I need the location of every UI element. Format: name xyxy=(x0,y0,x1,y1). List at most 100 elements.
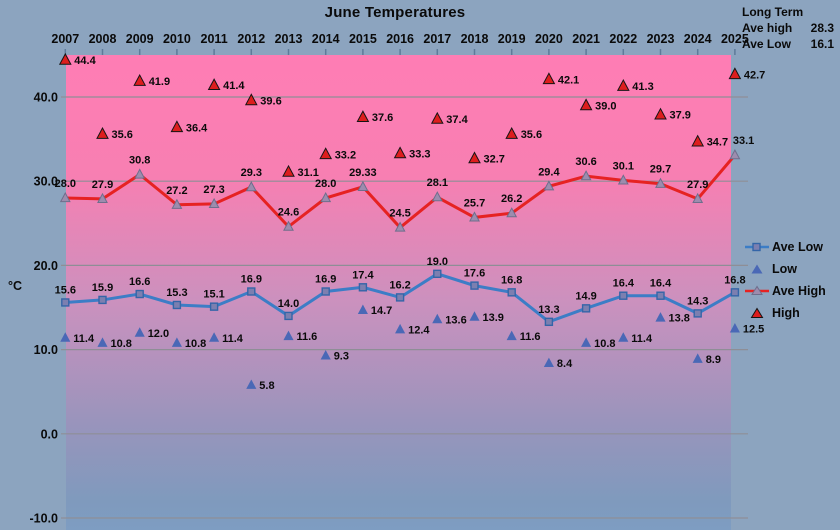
ave-low-legend-icon xyxy=(745,242,769,252)
ave-low-label: 14.9 xyxy=(575,290,596,302)
ave-high-label: 30.8 xyxy=(129,154,150,166)
ave-low-point xyxy=(172,300,182,310)
ave-high-label: 27.3 xyxy=(203,184,224,196)
high-label: 36.4 xyxy=(186,122,208,134)
ave-high-label: 28.0 xyxy=(315,178,336,190)
y-axis-unit: °C xyxy=(8,279,23,293)
high-label: 44.4 xyxy=(74,55,96,67)
long-term-ave-high: Ave high 28.3 xyxy=(742,21,834,35)
ave-low-point xyxy=(470,281,479,290)
high-label: 41.9 xyxy=(149,76,170,88)
ave-high-label: 30.1 xyxy=(613,160,634,172)
ave-high-label: 24.5 xyxy=(389,208,410,220)
x-axis-year-label: 2024 xyxy=(684,32,712,46)
ave-high-point xyxy=(208,197,220,209)
ave-low-point xyxy=(358,283,368,292)
ave-low-label: 16.8 xyxy=(724,274,745,286)
ave-low-label: 15.6 xyxy=(55,284,76,296)
ave-low-label: 14.3 xyxy=(687,295,708,307)
high-point xyxy=(728,67,742,80)
x-axis-year-label: 2020 xyxy=(535,32,563,46)
ave-low-label: 14.0 xyxy=(278,298,299,310)
ave-low-label: 15.9 xyxy=(92,282,113,294)
ave-low-label: 16.4 xyxy=(613,278,635,290)
ave-high-label: 27.2 xyxy=(166,185,187,197)
high-point xyxy=(654,107,667,120)
ave-low-label: 17.6 xyxy=(464,268,485,280)
ave-high-point xyxy=(580,170,592,181)
ave-low-point xyxy=(544,317,554,327)
high-label: 37.9 xyxy=(670,110,691,122)
x-axis-year-label: 2021 xyxy=(572,32,600,46)
x-axis-year-label: 2010 xyxy=(163,32,191,46)
ave-high-label: 29.33 xyxy=(349,167,377,179)
y-axis-tick-label: 40.0 xyxy=(34,91,58,105)
ave-high-point xyxy=(543,180,555,191)
ave-low-label: 17.4 xyxy=(352,269,374,281)
low-label: 10.8 xyxy=(594,338,615,350)
ave-low-point xyxy=(135,289,144,299)
high-point xyxy=(542,72,556,85)
ave-low-label: 13.3 xyxy=(538,304,559,316)
ave-high-point xyxy=(171,198,183,209)
low-point xyxy=(581,337,592,347)
x-axis-year-label: 2025 xyxy=(721,32,749,46)
ave-low-point xyxy=(507,288,516,297)
low-point xyxy=(692,353,703,363)
long-term-title: Long Term xyxy=(742,5,804,19)
ave-low-label: 16.8 xyxy=(501,274,522,286)
high-label: 39.0 xyxy=(595,100,616,112)
long-term-ave-low: Ave Low 16.1 xyxy=(742,37,834,51)
ave-low-point xyxy=(619,291,628,300)
ave-low-label: 16.2 xyxy=(389,279,410,291)
low-point xyxy=(432,313,443,324)
x-axis-year-label: 2017 xyxy=(423,32,451,46)
low-point xyxy=(97,337,108,347)
ave-high-label: 29.3 xyxy=(241,167,262,179)
low-label: 11.6 xyxy=(520,331,541,343)
x-axis-year-label: 2018 xyxy=(461,32,489,46)
high-point xyxy=(170,120,184,133)
ave-high-point xyxy=(283,220,294,231)
low-label: 11.4 xyxy=(73,333,95,345)
low-point xyxy=(357,304,368,314)
low-point xyxy=(246,379,257,389)
x-axis-year-label: 2016 xyxy=(386,32,414,46)
legend-entry-ave-high: Ave High xyxy=(744,280,836,302)
ave-high-point xyxy=(617,174,629,185)
ave-low-point xyxy=(581,304,591,313)
x-axis-year-label: 2009 xyxy=(126,32,154,46)
y-axis-tick-label: -10.0 xyxy=(30,512,59,526)
high-point xyxy=(133,73,147,86)
high-point xyxy=(430,111,444,124)
low-point xyxy=(543,357,554,368)
x-axis-year-label: 2019 xyxy=(498,32,526,46)
low-label: 13.9 xyxy=(483,312,504,324)
ave-low-point xyxy=(321,287,330,296)
high-point xyxy=(207,78,221,91)
x-axis-year-label: 2007 xyxy=(51,32,79,46)
ave-low-point xyxy=(730,288,740,297)
legend-entry-low: Low xyxy=(744,258,836,280)
long-term-annotation: Long Term Ave high 28.3 Ave Low 16.1 xyxy=(742,4,834,52)
low-label: 12.4 xyxy=(408,324,430,336)
low-label: 13.8 xyxy=(669,313,690,325)
ave-low-point xyxy=(61,298,70,307)
ave-high-label: 27.9 xyxy=(92,179,113,191)
legend-entry-high: High xyxy=(744,302,836,324)
ave-low-label: 15.3 xyxy=(166,287,187,299)
low-point xyxy=(729,323,740,333)
ave-high-point xyxy=(692,192,704,203)
high-label: 41.3 xyxy=(632,81,653,93)
x-axis-year-label: 2012 xyxy=(237,32,265,46)
ave-high-point xyxy=(469,211,480,222)
low-point xyxy=(395,323,406,334)
ave-low-point xyxy=(209,302,219,311)
low-label: 11.6 xyxy=(297,331,318,343)
low-point xyxy=(134,327,145,337)
low-label: 11.4 xyxy=(222,333,244,345)
low-label: 14.7 xyxy=(371,305,392,317)
high-point xyxy=(244,93,258,106)
ave-high-point xyxy=(134,168,146,179)
